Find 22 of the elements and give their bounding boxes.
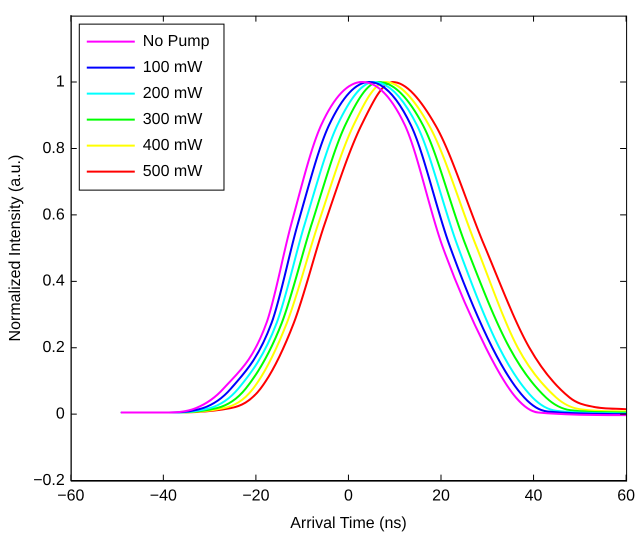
x-axis-title: Arrival Time (ns) bbox=[290, 514, 407, 532]
y-tick-label: 0.6 bbox=[42, 206, 65, 224]
y-tick-label: −0.2 bbox=[33, 472, 65, 490]
y-tick-label: 0 bbox=[56, 406, 65, 423]
y-tick-label: 0.2 bbox=[42, 339, 65, 356]
x-tick-label: −60 bbox=[57, 488, 84, 505]
x-tick-label: −40 bbox=[150, 488, 178, 505]
legend-label: 200 mW bbox=[142, 85, 204, 102]
legend-label: 100 mW bbox=[142, 59, 204, 76]
x-tick-label: 20 bbox=[432, 488, 450, 505]
y-axis-title: Normalized Intensity (a.u.) bbox=[7, 154, 24, 342]
legend-label: 500 mW bbox=[142, 163, 204, 180]
legend-label: 300 mW bbox=[142, 111, 204, 128]
x-tick-label: 40 bbox=[524, 488, 543, 505]
x-tick-label: 60 bbox=[617, 488, 636, 505]
y-tick-label: 0.8 bbox=[42, 140, 65, 157]
x-tick-label: −20 bbox=[242, 488, 270, 505]
legend-label: 400 mW bbox=[142, 137, 204, 154]
y-tick-label: 1 bbox=[56, 73, 65, 90]
legend-label: No Pump bbox=[142, 33, 210, 50]
y-tick-label: 0.4 bbox=[42, 272, 65, 290]
x-tick-label: 0 bbox=[344, 488, 353, 505]
